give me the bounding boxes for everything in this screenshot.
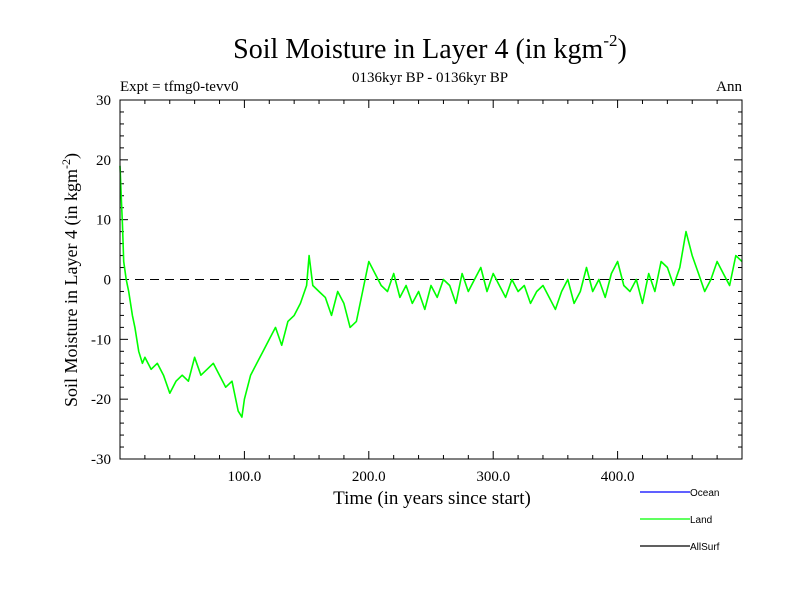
y-tick-label: -30 [91,452,111,468]
x-axis-label: Time (in years since start) [333,488,531,509]
legend-label-land: Land [690,515,712,526]
y-tick-label: 0 [104,273,112,289]
x-tick-label: 400.0 [601,469,635,485]
x-tick-label: 300.0 [476,469,510,485]
plot-frame [119,99,743,460]
y-tick-label: -10 [91,332,111,348]
x-tick-label: 100.0 [228,469,262,485]
experiment-label: Expt = tfmg0-tevv0 [120,79,238,95]
y-axis-label: Soil Moisture in Layer 4 (in kgm-2) [59,153,82,407]
series-line-land [119,165,743,418]
y-tick-label: 10 [96,213,111,229]
x-tick-label: 200.0 [352,469,386,485]
legend-label-allsurf: AllSurf [690,542,720,553]
y-tick-label: 30 [96,93,111,109]
y-tick-label: -20 [91,392,111,408]
season-label: Ann [716,79,742,95]
period-label: 0136kyr BP - 0136kyr BP [352,70,508,86]
series-group [119,165,743,418]
chart-title: Soil Moisture in Layer 4 (in kgm-2) [233,31,627,65]
y-tick-label: 20 [96,153,111,169]
legend-label-ocean: Ocean [690,488,719,499]
axis-tick-labels: 100.0 200.0 300.0 400.0 30 20 10 0 -10 -20 -30 [91,93,634,485]
legend: Ocean Land AllSurf [640,488,720,553]
axis-ticks [120,100,742,459]
